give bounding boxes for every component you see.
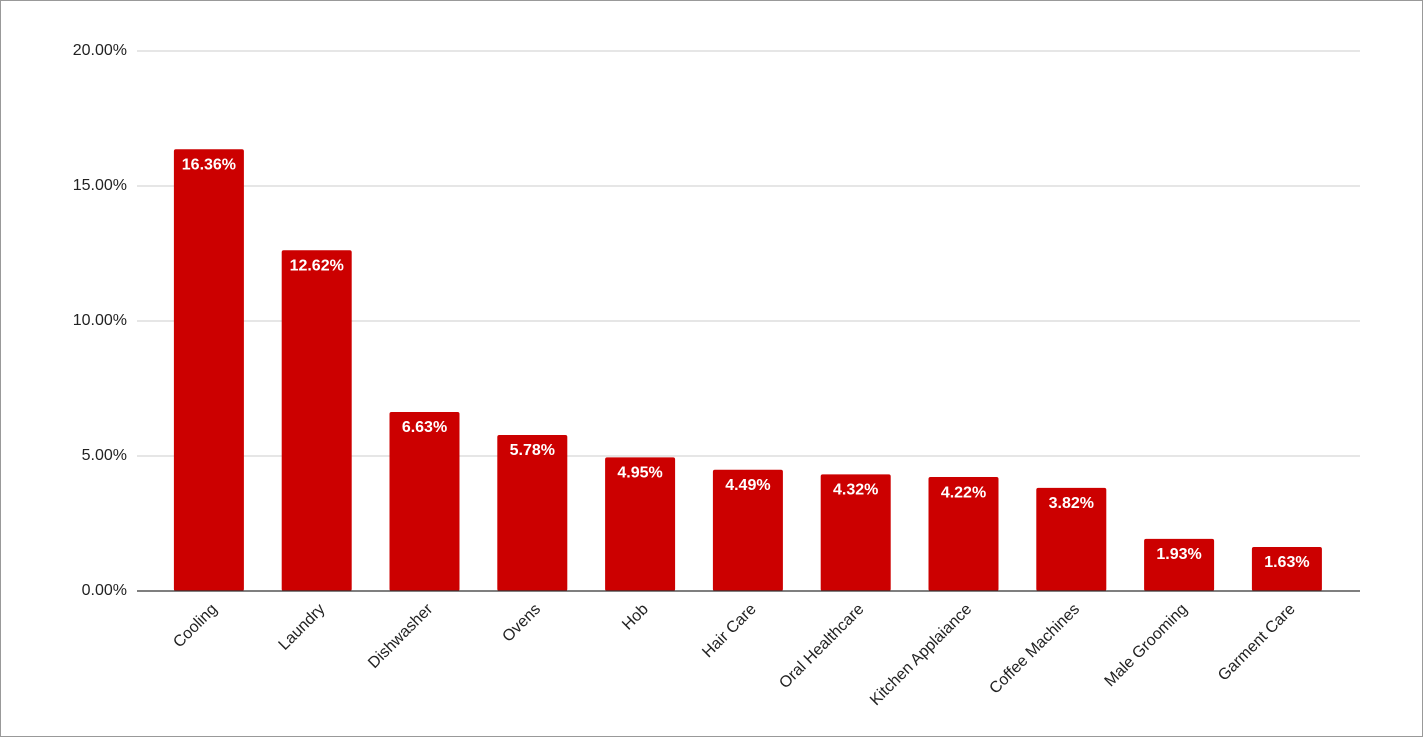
value-label: 1.93%	[1156, 546, 1201, 563]
y-tick-label: 0.00%	[82, 582, 127, 599]
y-tick-label: 10.00%	[73, 312, 127, 329]
value-label: 4.95%	[617, 465, 662, 482]
y-tick-label: 15.00%	[73, 177, 127, 194]
y-tick-label: 5.00%	[82, 447, 127, 464]
value-label: 6.63%	[402, 419, 447, 436]
value-label: 3.82%	[1049, 495, 1094, 512]
bar	[820, 474, 891, 591]
bar	[605, 457, 676, 591]
value-label: 16.36%	[182, 156, 236, 173]
value-label: 4.32%	[833, 482, 878, 499]
bar	[1144, 538, 1215, 591]
bar	[281, 250, 352, 591]
value-label: 5.78%	[510, 442, 555, 459]
y-tick-label: 20.00%	[73, 42, 127, 59]
bar	[712, 469, 783, 591]
value-label: 1.63%	[1264, 554, 1309, 571]
bar	[928, 477, 999, 591]
value-label: 4.49%	[725, 477, 770, 494]
value-label: 4.22%	[941, 484, 986, 501]
value-label: 12.62%	[290, 257, 344, 274]
bar	[389, 411, 460, 591]
bar	[173, 149, 244, 591]
bar	[1251, 546, 1322, 591]
bar	[497, 434, 568, 591]
bar	[1036, 487, 1107, 591]
